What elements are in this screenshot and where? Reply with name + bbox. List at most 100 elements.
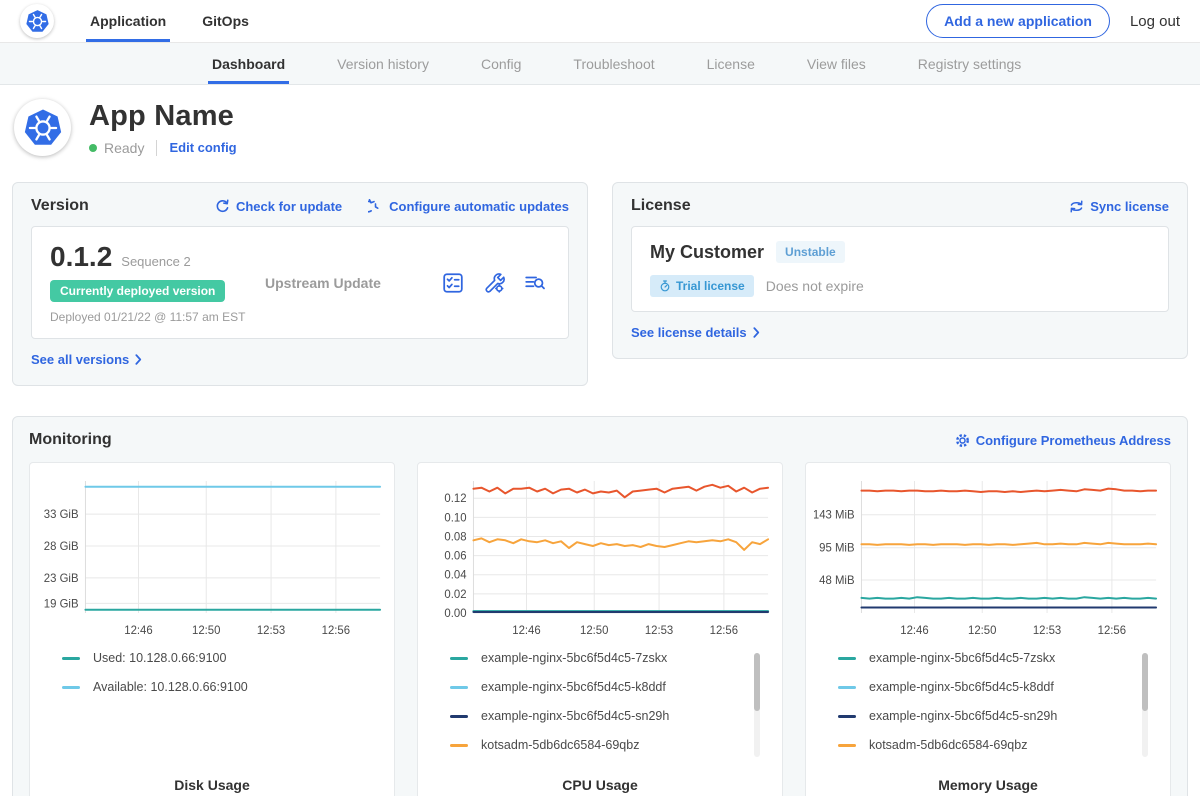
disk-usage-chart-card: 33 GiB28 GiB23 GiB19 GiB12:4612:5012:531… bbox=[29, 462, 395, 796]
legend-label: Available: 10.128.0.66:9100 bbox=[93, 680, 248, 694]
version-action-icons bbox=[442, 272, 550, 294]
monitoring-links: Configure Prometheus Address bbox=[955, 433, 1171, 448]
chart-legend: example-nginx-5bc6f5d4c5-7zskx example-ng… bbox=[838, 651, 1162, 777]
sync-license-link[interactable]: Sync license bbox=[1069, 199, 1169, 214]
legend-color-dash-icon bbox=[838, 657, 856, 660]
version-card-head: Version Check for update bbox=[31, 197, 569, 215]
legend-scrollbar-thumb[interactable] bbox=[754, 653, 760, 711]
configure-prometheus-link[interactable]: Configure Prometheus Address bbox=[955, 433, 1171, 448]
svg-text:0.04: 0.04 bbox=[444, 570, 467, 582]
channel-badge: Unstable bbox=[776, 241, 845, 263]
edit-config-link[interactable]: Edit config bbox=[169, 140, 236, 155]
customer-name: My Customer bbox=[650, 242, 764, 263]
version-card-links: Check for update Configure automatic upd… bbox=[215, 199, 569, 214]
svg-text:12:46: 12:46 bbox=[900, 625, 928, 637]
version-number-row: 0.1.2 Sequence 2 bbox=[50, 241, 265, 273]
legend-color-dash-icon bbox=[62, 657, 80, 660]
tab-config[interactable]: Config bbox=[455, 43, 547, 84]
svg-text:12:56: 12:56 bbox=[322, 625, 350, 637]
svg-text:0.08: 0.08 bbox=[444, 531, 466, 543]
monitoring-title: Monitoring bbox=[29, 431, 112, 449]
see-license-details-link[interactable]: See license details bbox=[631, 325, 760, 340]
configure-automatic-updates-label: Configure automatic updates bbox=[389, 199, 569, 214]
deployed-timestamp: Deployed 01/21/22 @ 11:57 am EST bbox=[50, 310, 265, 324]
status-badge: Ready bbox=[104, 140, 144, 156]
check-for-update-label: Check for update bbox=[236, 199, 342, 214]
add-application-button[interactable]: Add a new application bbox=[926, 4, 1110, 38]
legend-color-dash-icon bbox=[450, 686, 468, 689]
tab-troubleshoot[interactable]: Troubleshoot bbox=[547, 43, 680, 84]
svg-text:12:50: 12:50 bbox=[580, 625, 608, 637]
tab-license[interactable]: License bbox=[681, 43, 781, 84]
legend-label: example-nginx-5bc6f5d4c5-sn29h bbox=[869, 709, 1057, 723]
status-dot-icon bbox=[89, 144, 97, 152]
configure-automatic-updates-link[interactable]: Configure automatic updates bbox=[368, 199, 569, 214]
license-card-links: Sync license bbox=[1069, 199, 1169, 214]
see-all-versions-label: See all versions bbox=[31, 352, 129, 367]
license-type-row: Trial license Does not expire bbox=[650, 275, 1150, 297]
legend-label: Used: 10.128.0.66:9100 bbox=[93, 651, 226, 665]
cards-row: Version Check for update bbox=[0, 172, 1200, 386]
legend-label: example-nginx-5bc6f5d4c5-k8ddf bbox=[481, 680, 666, 694]
legend-scrollbar bbox=[1142, 653, 1148, 757]
cpu-usage-chart-card: 0.120.100.080.060.040.020.0012:4612:5012… bbox=[417, 462, 783, 796]
svg-text:12:56: 12:56 bbox=[710, 625, 738, 637]
sync-license-label: Sync license bbox=[1090, 199, 1169, 214]
legend-item: example-nginx-5bc6f5d4c5-sn29h bbox=[450, 709, 774, 723]
trial-license-badge: Trial license bbox=[650, 275, 754, 297]
svg-text:12:53: 12:53 bbox=[645, 625, 673, 637]
preflight-checks-icon[interactable] bbox=[442, 272, 464, 294]
view-deploy-logs-icon[interactable] bbox=[524, 272, 546, 294]
topnav-tab-label: GitOps bbox=[202, 13, 249, 29]
version-info: 0.1.2 Sequence 2 Currently deployed vers… bbox=[50, 241, 265, 324]
schedule-update-icon bbox=[368, 199, 383, 214]
svg-text:95 MiB: 95 MiB bbox=[819, 543, 855, 555]
chevron-right-icon bbox=[135, 354, 142, 365]
legend-scrollbar-thumb[interactable] bbox=[1142, 653, 1148, 711]
logout-button[interactable]: Log out bbox=[1130, 13, 1180, 30]
version-card-title: Version bbox=[31, 197, 89, 215]
page-title: App Name bbox=[89, 100, 237, 133]
legend-item: example-nginx-5bc6f5d4c5-7zskx bbox=[450, 651, 774, 665]
chevron-right-icon bbox=[753, 327, 760, 338]
tab-label: Dashboard bbox=[212, 56, 285, 72]
app-logo-wrap[interactable] bbox=[20, 0, 54, 42]
legend-color-dash-icon bbox=[838, 744, 856, 747]
trial-license-label: Trial license bbox=[676, 279, 745, 293]
svg-text:19 GiB: 19 GiB bbox=[44, 598, 79, 610]
kubernetes-logo-icon bbox=[20, 4, 54, 38]
memory-usage-chart-card: 143 MiB95 MiB48 MiB12:4612:5012:5312:56 … bbox=[805, 462, 1171, 796]
legend-label: example-nginx-5bc6f5d4c5-7zskx bbox=[869, 651, 1055, 665]
legend-label: kotsadm-5db6dc6584-69qbz bbox=[481, 738, 639, 752]
version-source-label: Upstream Update bbox=[265, 275, 442, 291]
check-for-update-link[interactable]: Check for update bbox=[215, 199, 342, 214]
app-header-text: App Name Ready Edit config bbox=[89, 100, 237, 156]
svg-text:12:50: 12:50 bbox=[968, 625, 996, 637]
version-number: 0.1.2 bbox=[50, 241, 112, 273]
refresh-icon bbox=[215, 199, 230, 214]
legend-color-dash-icon bbox=[450, 744, 468, 747]
kots-dashboard-page: Application GitOps Add a new application… bbox=[0, 0, 1200, 796]
svg-text:12:50: 12:50 bbox=[192, 625, 220, 637]
legend-label: example-nginx-5bc6f5d4c5-k8ddf bbox=[869, 680, 1054, 694]
tab-version-history[interactable]: Version history bbox=[311, 43, 455, 84]
topnav-spacer bbox=[281, 0, 926, 42]
legend-label: example-nginx-5bc6f5d4c5-sn29h bbox=[481, 709, 669, 723]
stopwatch-icon bbox=[659, 280, 671, 292]
legend-label: kotsadm-5db6dc6584-69qbz bbox=[869, 738, 1027, 752]
legend-label: example-nginx-5bc6f5d4c5-7zskx bbox=[481, 651, 667, 665]
memory-usage-chart: 143 MiB95 MiB48 MiB12:4612:5012:5312:56 bbox=[814, 471, 1162, 643]
license-card-title: License bbox=[631, 197, 691, 215]
legend-item: kotsadm-5db6dc6584-69qbz bbox=[838, 738, 1162, 752]
svg-text:12:53: 12:53 bbox=[1033, 625, 1061, 637]
tab-view-files[interactable]: View files bbox=[781, 43, 892, 84]
series-line bbox=[861, 597, 1156, 598]
license-card: License Sync license My Custo bbox=[612, 182, 1188, 359]
tab-registry-settings[interactable]: Registry settings bbox=[892, 43, 1047, 84]
edit-config-wrench-icon[interactable] bbox=[483, 272, 505, 294]
topnav-tab-application[interactable]: Application bbox=[86, 0, 170, 42]
topnav-tab-gitops[interactable]: GitOps bbox=[198, 0, 253, 42]
tab-dashboard[interactable]: Dashboard bbox=[186, 43, 311, 84]
see-all-versions-link[interactable]: See all versions bbox=[31, 352, 142, 367]
tab-label: Registry settings bbox=[918, 56, 1021, 72]
